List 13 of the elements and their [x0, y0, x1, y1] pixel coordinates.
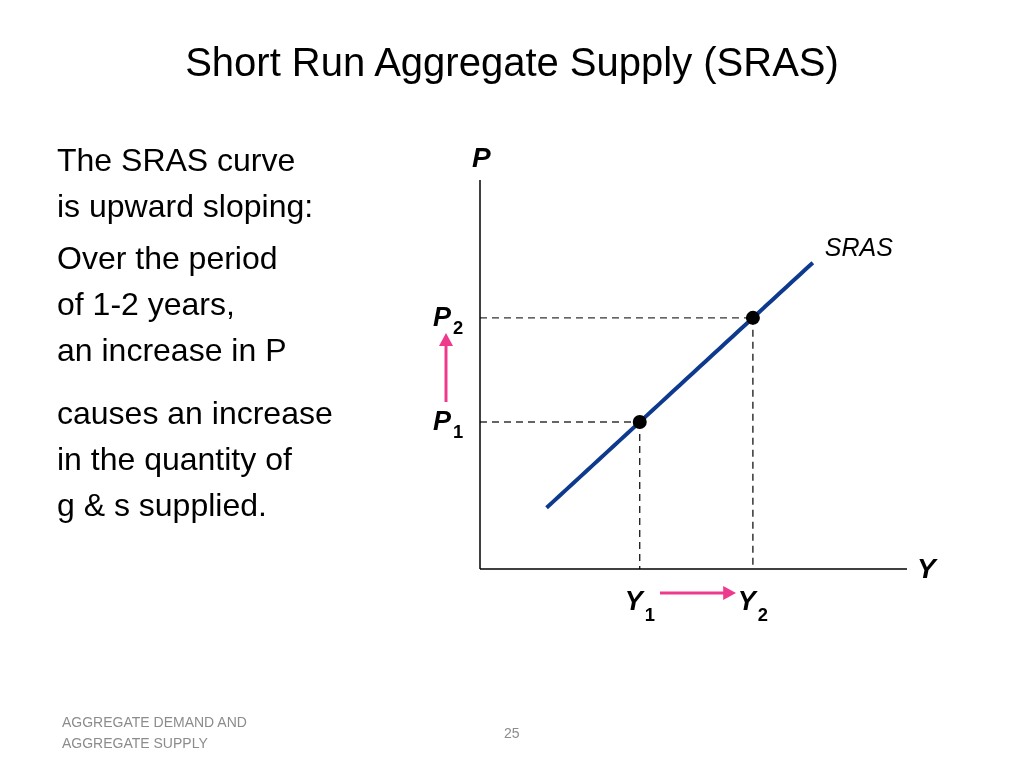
text: AGGREGATE DEMAND AND AGGREGATE SUPPLY	[62, 713, 247, 753]
text: The SRAS curve is upward sloping:	[57, 141, 314, 226]
x-tick-label: Y$_{2}$	[737, 586, 769, 625]
text: P$_{2}$	[432, 301, 464, 341]
x-axis-title: Y	[917, 552, 936, 586]
text: P$_{1}$	[432, 405, 464, 445]
text: causes an increase in the quantity of g & s supplied.	[57, 394, 333, 525]
series-label: SRAS	[824, 232, 894, 261]
y-axis-title: P	[472, 141, 491, 175]
chart-title: Short Run Aggregate Supply (SRAS)	[184, 39, 840, 86]
x-tick-label: Y$_{1}$	[624, 586, 655, 625]
text: 25	[504, 724, 520, 743]
text: Over the period of 1-2 years, an increase in P	[57, 239, 287, 370]
